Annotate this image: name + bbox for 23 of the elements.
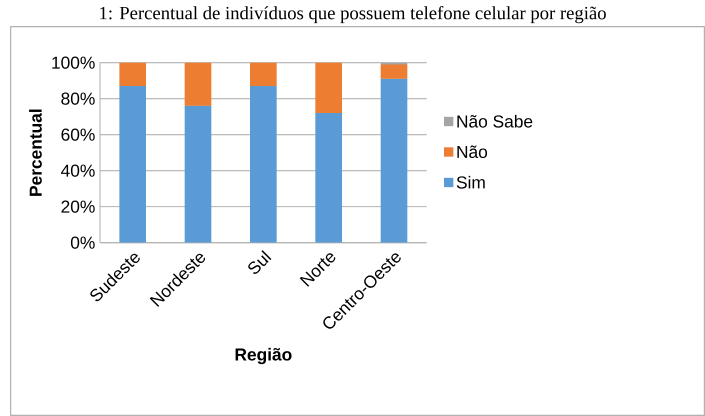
y-tick-label: 80% [61,92,95,105]
legend-label: Não [457,145,488,158]
bar [380,64,408,79]
y-tick-label: 20% [61,200,95,213]
y-axis-title: Percentual [29,110,42,196]
y-tick-label: 0% [70,236,95,249]
chart-title: 1: Percentual de indivíduos que possuem telefone celular por região [100,6,606,24]
bar [184,106,212,243]
legend-label: Não Sabe [457,114,532,128]
bar [315,62,342,114]
y-tick-label: 60% [61,128,95,141]
x-tick-label: Sul [248,250,272,274]
bar [250,62,277,86]
legend-label: Sim [456,176,485,189]
x-axis-title: Região [236,348,292,364]
y-tick-label: 40% [61,164,95,177]
y-tick-label: 100% [52,56,95,69]
bar [250,86,277,243]
bar [184,62,212,106]
bar [380,78,408,243]
bar [119,62,146,86]
bar [119,86,146,243]
bar [315,113,342,243]
